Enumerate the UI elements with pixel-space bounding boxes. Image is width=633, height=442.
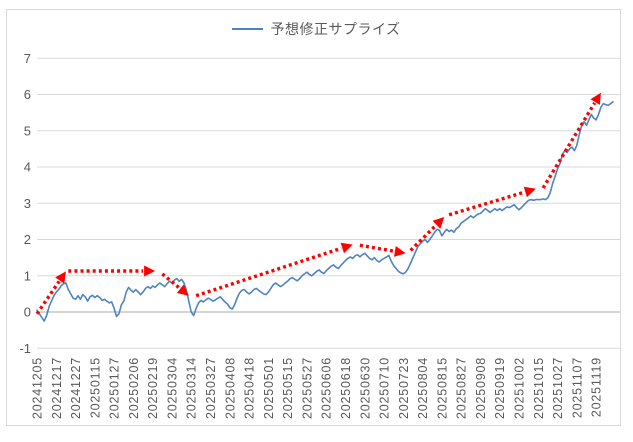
trend-arrow-head	[394, 246, 406, 257]
x-tick-label: 20250501	[262, 357, 276, 419]
x-tick-label: 20250115	[88, 357, 102, 418]
x-tick-label: 20250206	[127, 357, 141, 419]
x-tick-label: 20250618	[339, 357, 353, 419]
legend-label: 予想修正サプライズ	[270, 21, 401, 37]
trend-arrow-head	[340, 242, 353, 254]
trend-arrow-head	[523, 186, 536, 198]
x-tick-label: 20251107	[570, 357, 584, 418]
trend-arrow-line	[161, 272, 181, 290]
x-tick-label: 20250919	[493, 357, 507, 419]
x-tick-label: 20251119	[590, 357, 604, 417]
trend-arrow-line	[35, 280, 61, 315]
x-tick-label: 20250723	[397, 357, 411, 419]
x-tick-label: 20241205	[31, 357, 45, 419]
trend-arrow-head	[144, 265, 156, 277]
chart-frame	[6, 9, 621, 426]
y-tick-label: 2	[24, 232, 31, 247]
trend-arrow-head	[55, 271, 66, 284]
trend-arrow-line	[409, 224, 437, 252]
x-tick-label: 20250219	[146, 357, 160, 419]
x-tick-label: 20250527	[300, 357, 314, 419]
x-tick-label: 20250327	[204, 357, 218, 419]
x-tick-label: 20250804	[416, 357, 430, 419]
legend: 予想修正サプライズ	[0, 19, 633, 39]
x-tick-label: 20241227	[69, 357, 83, 419]
x-tick-label: 20250408	[223, 357, 237, 419]
trend-arrow-head	[432, 217, 445, 229]
y-tick-label: 0	[24, 305, 31, 320]
x-tick-label: 20250827	[455, 357, 469, 419]
trend-arrow-line	[195, 246, 342, 298]
x-tick-label: 20250314	[185, 357, 199, 419]
x-tick-label: 20251015	[532, 357, 546, 419]
x-tick-label: 20250304	[166, 357, 180, 419]
trend-arrow-line	[541, 102, 597, 189]
y-tick-label: 4	[24, 160, 31, 175]
x-tick-label: 20250127	[108, 357, 122, 419]
trend-arrow-head	[176, 284, 189, 296]
x-tick-label: 20250630	[358, 357, 372, 419]
x-tick-label: 20251002	[513, 357, 527, 419]
x-tick-label: 20241217	[50, 357, 64, 419]
trend-arrow-head	[590, 92, 601, 105]
x-tick-label: 20250710	[378, 357, 392, 419]
x-tick-label: 20250418	[243, 357, 257, 419]
x-tick-label: 20250606	[320, 357, 334, 419]
series-line	[36, 101, 614, 322]
x-tick-label: 20250908	[474, 357, 488, 419]
y-tick-label: 3	[24, 196, 31, 211]
y-tick-label: 5	[24, 123, 31, 138]
y-tick-label: 7	[24, 51, 31, 66]
y-tick-label: -1	[19, 341, 31, 356]
y-tick-label: 6	[24, 87, 31, 102]
x-tick-label: 20250515	[281, 357, 295, 419]
x-tick-label: 20250815	[435, 357, 449, 419]
x-tick-label: 20251027	[551, 357, 565, 419]
legend-line-icon	[232, 28, 264, 30]
trend-arrow-line	[448, 190, 525, 217]
trend-arrow-line	[359, 243, 395, 253]
y-tick-label: 1	[24, 268, 31, 283]
